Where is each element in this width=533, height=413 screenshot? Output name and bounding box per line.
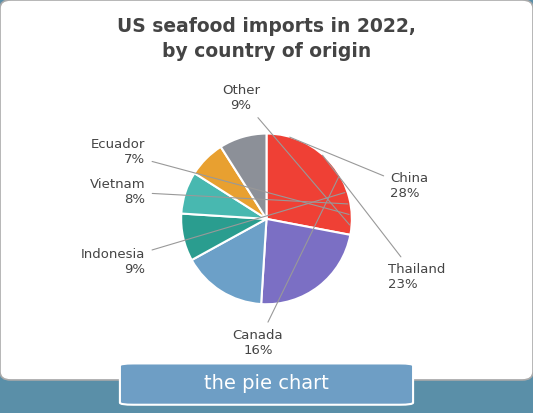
Text: Other
9%: Other 9% <box>222 84 350 225</box>
Text: Thailand
23%: Thailand 23% <box>322 155 445 291</box>
Text: Ecuador
7%: Ecuador 7% <box>91 138 349 214</box>
Text: Vietnam
8%: Vietnam 8% <box>90 178 348 206</box>
Wedge shape <box>195 147 266 219</box>
Wedge shape <box>221 133 266 219</box>
Wedge shape <box>192 219 266 304</box>
Wedge shape <box>261 219 350 304</box>
Text: Canada
16%: Canada 16% <box>232 178 338 357</box>
Text: the pie chart: the pie chart <box>204 374 329 393</box>
Text: China
28%: China 28% <box>290 137 429 200</box>
Text: Indonesia
9%: Indonesia 9% <box>81 192 345 275</box>
Text: US seafood imports in 2022,: US seafood imports in 2022, <box>117 17 416 36</box>
Wedge shape <box>181 214 266 260</box>
Wedge shape <box>181 173 266 219</box>
Text: by country of origin: by country of origin <box>162 42 371 61</box>
FancyBboxPatch shape <box>120 363 413 405</box>
Wedge shape <box>266 133 352 235</box>
